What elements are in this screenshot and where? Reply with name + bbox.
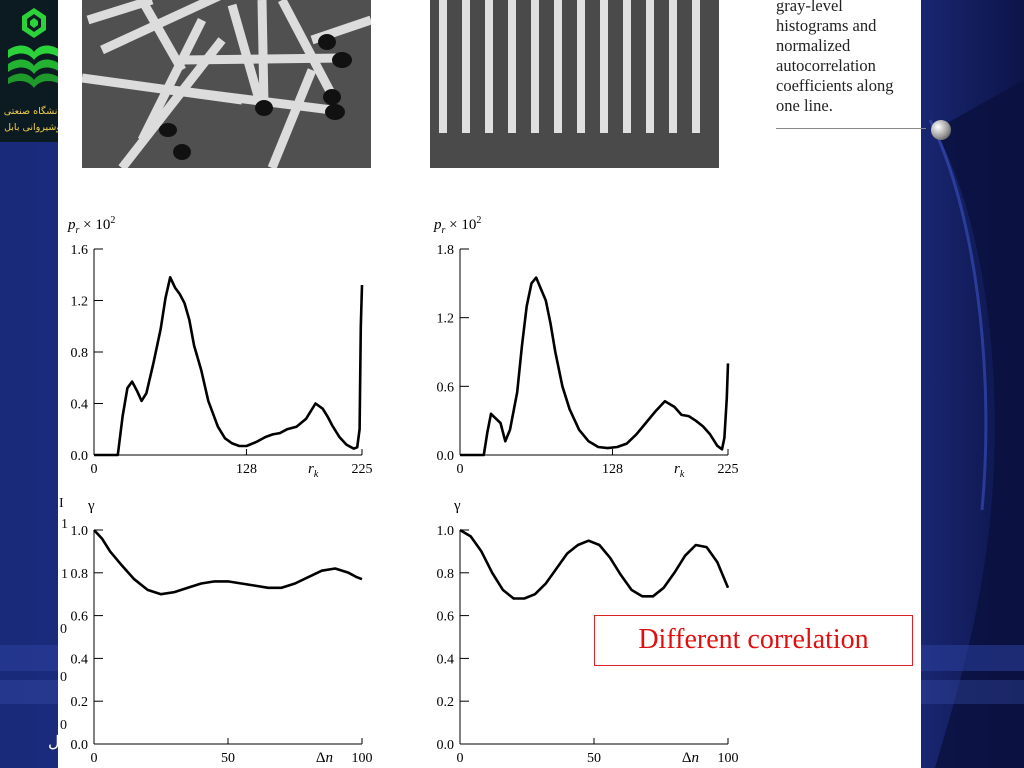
x-tick-label: 0 [457, 462, 464, 477]
logo-text-line1: دانشگاه صنعتی [3, 106, 65, 117]
y-axis-label: pr × 102 [67, 215, 115, 236]
logo-text-line2: نوشیروانی بابل [4, 122, 64, 133]
series-line [93, 529, 363, 596]
random-matches-photo [82, 0, 371, 168]
x-axis-label: rk [674, 461, 685, 480]
y-tick-label: 1.0 [71, 524, 89, 539]
series-line [94, 276, 364, 457]
caption-line: autocorrelation [776, 56, 876, 75]
margin-fragment: 1 [61, 517, 68, 532]
y-tick-label: 0.8 [71, 346, 89, 361]
y-tick-label: 0.6 [437, 380, 455, 395]
y-tick-label: 0.4 [71, 398, 89, 413]
parallel-matches-photo [430, 0, 719, 168]
decorative-knob-icon [931, 120, 951, 140]
university-logo: دانشگاه صنعتی نوشیروانی بابل [0, 0, 68, 142]
y-tick-label: 0.0 [437, 738, 455, 753]
x-tick-label: 100 [352, 751, 373, 766]
margin-fragment: 0 [60, 718, 67, 733]
caption-line: one line. [776, 96, 833, 115]
y-tick-label: 0.2 [437, 695, 455, 710]
x-tick-label: 100 [718, 751, 739, 766]
different-correlation-callout: Different correlation [594, 615, 913, 666]
autocorrelation-random-chart: 0.0 0.2 0.4 0.6 0.8 1.0 0 50 100 γ Δn [71, 498, 373, 766]
y-tick-label: 1.8 [437, 243, 455, 258]
y-tick-label: 0.0 [71, 449, 89, 464]
x-axis-label: Δn [316, 750, 333, 766]
margin-fragment: 1 [61, 567, 68, 582]
margin-fragment: ل [48, 734, 60, 751]
x-tick-label: 225 [352, 462, 373, 477]
x-tick-label: 128 [602, 462, 623, 477]
y-tick-label: 0.8 [437, 567, 455, 582]
x-tick-label: 0 [91, 751, 98, 766]
series-line [460, 276, 730, 457]
y-tick-label: 0.8 [71, 567, 89, 582]
caption-line: gray-level [776, 0, 843, 15]
x-tick-label: 50 [221, 751, 235, 766]
x-tick-label: 225 [718, 462, 739, 477]
caption-line: coefficients along [776, 76, 894, 95]
y-axis-label: γ [87, 498, 95, 514]
y-tick-label: 0.6 [437, 610, 455, 625]
margin-fragment: I [59, 496, 64, 511]
y-axis-label: γ [453, 498, 461, 514]
margin-fragment: 0 [60, 670, 67, 685]
caption-divider [776, 128, 926, 129]
x-tick-label: 0 [457, 751, 464, 766]
series-line [459, 528, 730, 600]
y-tick-label: 1.2 [437, 312, 455, 327]
y-tick-label: 0.0 [437, 449, 455, 464]
margin-fragment: 0 [60, 622, 67, 637]
histogram-parallel-chart: 0.0 0.6 1.2 1.8 0 128 225 pr × 102 rk [433, 215, 739, 480]
y-axis-label: pr × 102 [433, 215, 481, 236]
x-axis-label: Δn [682, 750, 699, 766]
caption-line: normalized [776, 36, 851, 55]
caption-line: histograms and [776, 16, 877, 35]
y-tick-label: 0.4 [71, 652, 89, 667]
y-tick-label: 1.2 [71, 295, 89, 310]
y-tick-label: 0.6 [71, 610, 89, 625]
x-tick-label: 128 [236, 462, 257, 477]
autocorrelation-parallel-chart: 0.0 0.2 0.4 0.6 0.8 1.0 0 50 100 γ Δn [437, 498, 739, 766]
x-tick-label: 0 [91, 462, 98, 477]
histogram-random-chart: 0.0 0.4 0.8 1.2 1.6 0 128 225 pr × 102 rk [67, 215, 373, 480]
y-tick-label: 0.2 [71, 695, 89, 710]
figure-caption: gray-level histograms and normalized aut… [776, 0, 926, 116]
y-tick-label: 1.0 [437, 524, 455, 539]
y-tick-label: 0.4 [437, 652, 455, 667]
x-axis-label: rk [308, 461, 319, 480]
y-tick-label: 1.6 [71, 243, 89, 258]
x-tick-label: 50 [587, 751, 601, 766]
logo-emblem-icon [8, 8, 60, 88]
y-tick-label: 0.0 [71, 738, 89, 753]
